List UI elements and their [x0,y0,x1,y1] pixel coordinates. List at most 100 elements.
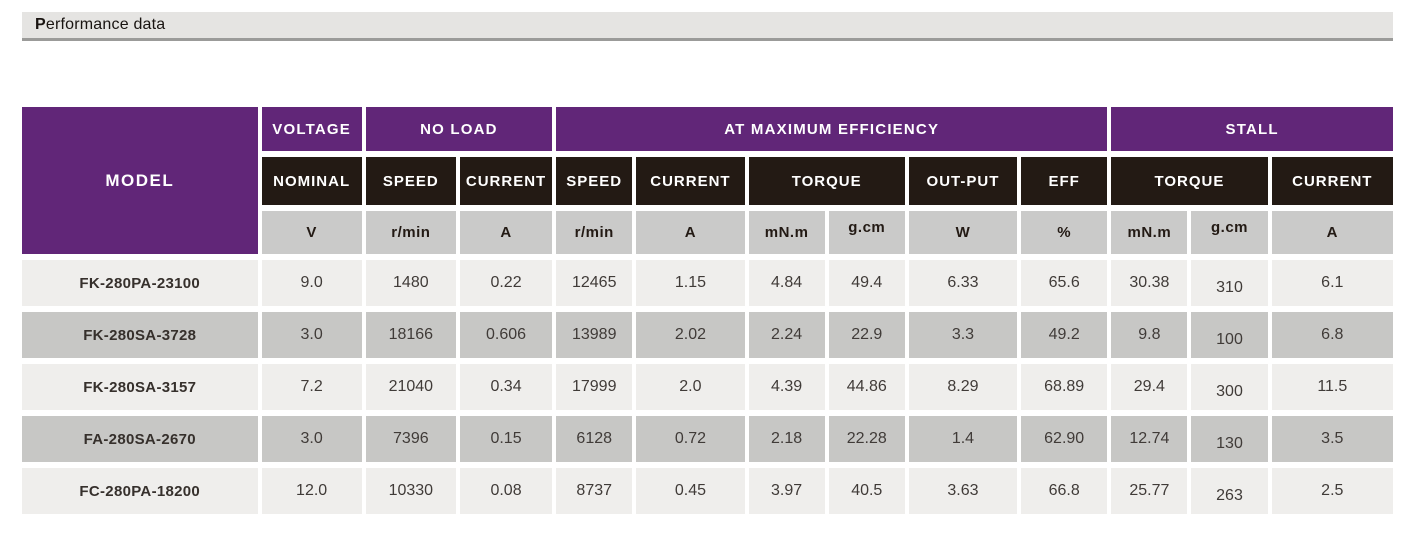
group-header-row: MODEL VOLTAGE NO LOAD AT MAXIMUM EFFICIE… [22,107,1393,254]
cell-stall-torque-mnm: 30.38 [1111,260,1188,306]
cell-noload-speed: 1480 [365,260,456,306]
header-no-load: NO LOAD [365,107,553,151]
header-noload-speed: SPEED [365,157,456,205]
cell-maxeff-torque-gcm: 49.4 [828,260,905,306]
cell-stall-current: 6.1 [1271,260,1393,306]
unit-maxeff-torque-mnm: mN.m [748,211,825,254]
cell-maxeff-current: 1.15 [636,260,745,306]
unit-stall-current: A [1271,211,1393,254]
header-maxeff-speed: SPEED [556,157,633,205]
cell-noload-speed: 7396 [365,416,456,462]
header-nominal: NOMINAL [261,157,362,205]
cell-output: 6.33 [908,260,1018,306]
header-voltage: VOLTAGE [261,107,362,151]
unit-noload-current: A [459,211,553,254]
cell-stall-current: 6.8 [1271,312,1393,358]
cell-voltage-nominal: 3.0 [261,416,362,462]
cell-stall-current: 2.5 [1271,468,1393,514]
cell-maxeff-current: 2.0 [636,364,745,410]
cell-stall-torque-gcm: 130 [1191,416,1268,462]
cell-maxeff-speed: 8737 [556,468,633,514]
header-at-max-efficiency: AT MAXIMUM EFFICIENCY [556,107,1108,151]
cell-maxeff-current: 0.45 [636,468,745,514]
section-title-bar: Performance data [22,12,1393,41]
page-title-initial: P [35,16,46,33]
table-body: FK-280PA-23100 9.0 1480 0.22 12465 1.15 … [22,260,1393,514]
cell-maxeff-torque-mnm: 2.24 [748,312,825,358]
page-content: Performance data MODEL VOLTAGE NO LOAD A… [22,12,1393,520]
page-title: Performance data [35,16,165,34]
cell-eff: 68.89 [1021,364,1108,410]
table-row: FK-280PA-23100 9.0 1480 0.22 12465 1.15 … [22,260,1393,306]
header-model: MODEL [22,107,258,254]
unit-maxeff-current: A [636,211,745,254]
cell-stall-torque-mnm: 25.77 [1111,468,1188,514]
unit-output: W [908,211,1018,254]
cell-voltage-nominal: 7.2 [261,364,362,410]
table-row: FA-280SA-2670 3.0 7396 0.15 6128 0.72 2.… [22,416,1393,462]
cell-voltage-nominal: 9.0 [261,260,362,306]
table-row: FK-280SA-3157 7.2 21040 0.34 17999 2.0 4… [22,364,1393,410]
unit-header-row: V r/min A r/min A mN.m g.cm W % mN.m g.c… [22,211,1393,254]
cell-stall-current: 3.5 [1271,416,1393,462]
cell-voltage-nominal: 3.0 [261,312,362,358]
cell-noload-speed: 18166 [365,312,456,358]
cell-output: 8.29 [908,364,1018,410]
cell-model: FC-280PA-18200 [22,468,258,514]
cell-maxeff-torque-gcm: 44.86 [828,364,905,410]
cell-maxeff-speed: 6128 [556,416,633,462]
page-title-rest: erformance data [45,16,166,33]
table-row: FK-280SA-3728 3.0 18166 0.606 13989 2.02… [22,312,1393,358]
unit-voltage: V [261,211,362,254]
header-maxeff-torque: TORQUE [748,157,905,205]
cell-maxeff-torque-gcm: 40.5 [828,468,905,514]
cell-maxeff-torque-gcm: 22.9 [828,312,905,358]
cell-noload-current: 0.34 [459,364,553,410]
cell-maxeff-speed: 12465 [556,260,633,306]
cell-stall-torque-gcm: 100 [1191,312,1268,358]
cell-maxeff-speed: 17999 [556,364,633,410]
unit-maxeff-speed: r/min [556,211,633,254]
header-output: OUT-PUT [908,157,1018,205]
table-header: MODEL VOLTAGE NO LOAD AT MAXIMUM EFFICIE… [22,107,1393,254]
cell-noload-speed: 10330 [365,468,456,514]
cell-model: FK-280SA-3157 [22,364,258,410]
header-noload-current: CURRENT [459,157,553,205]
unit-maxeff-torque-gcm: g.cm [828,211,905,254]
cell-maxeff-torque-gcm: 22.28 [828,416,905,462]
cell-model: FK-280SA-3728 [22,312,258,358]
cell-stall-torque-mnm: 29.4 [1111,364,1188,410]
cell-output: 3.3 [908,312,1018,358]
header-stall-current: CURRENT [1271,157,1393,205]
cell-stall-torque-mnm: 12.74 [1111,416,1188,462]
header-stall-torque: TORQUE [1111,157,1268,205]
unit-stall-torque-gcm: g.cm [1191,211,1268,254]
cell-stall-torque-gcm: 310 [1191,260,1268,306]
unit-stall-torque-mnm: mN.m [1111,211,1188,254]
header-maxeff-current: CURRENT [636,157,745,205]
cell-stall-current: 11.5 [1271,364,1393,410]
cell-voltage-nominal: 12.0 [261,468,362,514]
header-eff: EFF [1021,157,1108,205]
cell-maxeff-torque-mnm: 3.97 [748,468,825,514]
cell-noload-current: 0.15 [459,416,553,462]
cell-maxeff-torque-mnm: 2.18 [748,416,825,462]
cell-model: FK-280PA-23100 [22,260,258,306]
cell-maxeff-current: 2.02 [636,312,745,358]
table-row: FC-280PA-18200 12.0 10330 0.08 8737 0.45… [22,468,1393,514]
cell-maxeff-torque-mnm: 4.39 [748,364,825,410]
cell-noload-current: 0.22 [459,260,553,306]
cell-model: FA-280SA-2670 [22,416,258,462]
cell-maxeff-speed: 13989 [556,312,633,358]
sub-header-row: NOMINAL SPEED CURRENT SPEED CURRENT TORQ… [22,157,1393,205]
performance-table: MODEL VOLTAGE NO LOAD AT MAXIMUM EFFICIE… [18,101,1397,520]
cell-noload-current: 0.08 [459,468,553,514]
cell-maxeff-current: 0.72 [636,416,745,462]
cell-maxeff-torque-mnm: 4.84 [748,260,825,306]
cell-eff: 65.6 [1021,260,1108,306]
cell-output: 3.63 [908,468,1018,514]
cell-eff: 62.90 [1021,416,1108,462]
cell-noload-current: 0.606 [459,312,553,358]
cell-output: 1.4 [908,416,1018,462]
unit-noload-speed: r/min [365,211,456,254]
